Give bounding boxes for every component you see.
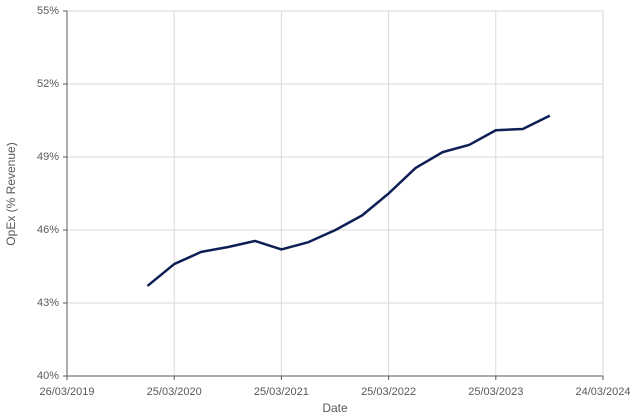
y-tick-label: 40%: [37, 370, 59, 382]
x-tick-label: 25/03/2021: [254, 386, 309, 398]
y-tick-label: 43%: [37, 297, 59, 309]
x-tick-label: 26/03/2019: [39, 386, 94, 398]
y-axis-title: OpEx (% Revenue): [4, 142, 18, 245]
x-axis-title: Date: [322, 401, 348, 415]
y-tick-label: 46%: [37, 224, 59, 236]
x-tick-label: 25/03/2022: [361, 386, 416, 398]
y-tick-label: 49%: [37, 151, 59, 163]
x-tick-label: 25/03/2020: [147, 386, 202, 398]
line-series: [146, 114, 551, 287]
x-tick-label: 24/03/2024: [575, 386, 630, 398]
y-tick-label: 55%: [37, 5, 59, 17]
x-tick-label: 25/03/2023: [468, 386, 523, 398]
y-tick-label: 52%: [37, 78, 59, 90]
